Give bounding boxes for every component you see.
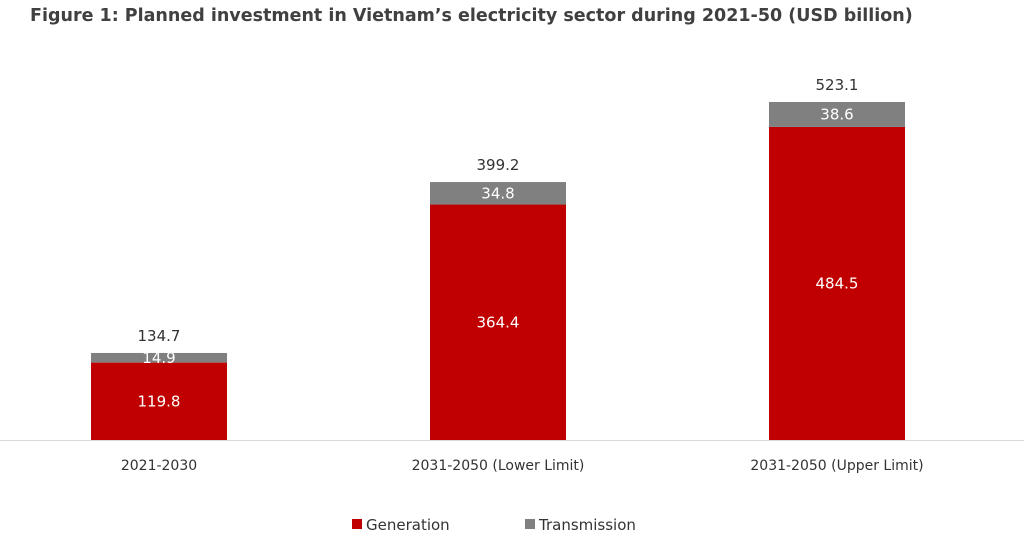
bar-generation-0 [91, 362, 227, 440]
data-label-transmission-2: 38.6 [820, 105, 853, 123]
total-label-0: 134.7 [138, 327, 181, 345]
bar-generation-2 [769, 126, 905, 440]
bars-group [91, 102, 905, 440]
bar-transmission-0 [91, 352, 227, 363]
labels-group: 119.8 14.9 134.7 2021-2030 364.4 34.8 399.2 203… [121, 76, 924, 474]
legend: Generation Transmission [352, 516, 636, 534]
total-label-2: 523.1 [816, 76, 859, 94]
total-label-1: 399.2 [477, 156, 520, 174]
legend-label-transmission: Transmission [538, 516, 636, 534]
data-label-transmission-0: 14.9 [142, 349, 175, 367]
data-label-generation-0: 119.8 [138, 392, 181, 410]
bar-generation-1 [430, 204, 566, 440]
legend-swatch-transmission [525, 519, 535, 529]
legend-label-generation: Generation [366, 516, 450, 534]
legend-swatch-generation [352, 519, 362, 529]
x-tick-label-2: 2031-2050 (Upper Limit) [750, 458, 923, 474]
data-label-generation-2: 484.5 [816, 274, 859, 292]
data-label-generation-1: 364.4 [477, 313, 520, 331]
data-label-transmission-1: 34.8 [481, 184, 514, 202]
bar-transmission-1 [430, 182, 566, 205]
x-tick-label-0: 2021-2030 [121, 458, 197, 474]
chart-title: Figure 1: Planned investment in Vietnam’… [30, 6, 913, 26]
bar-transmission-2 [769, 102, 905, 127]
x-tick-label-1: 2031-2050 (Lower Limit) [412, 458, 585, 474]
